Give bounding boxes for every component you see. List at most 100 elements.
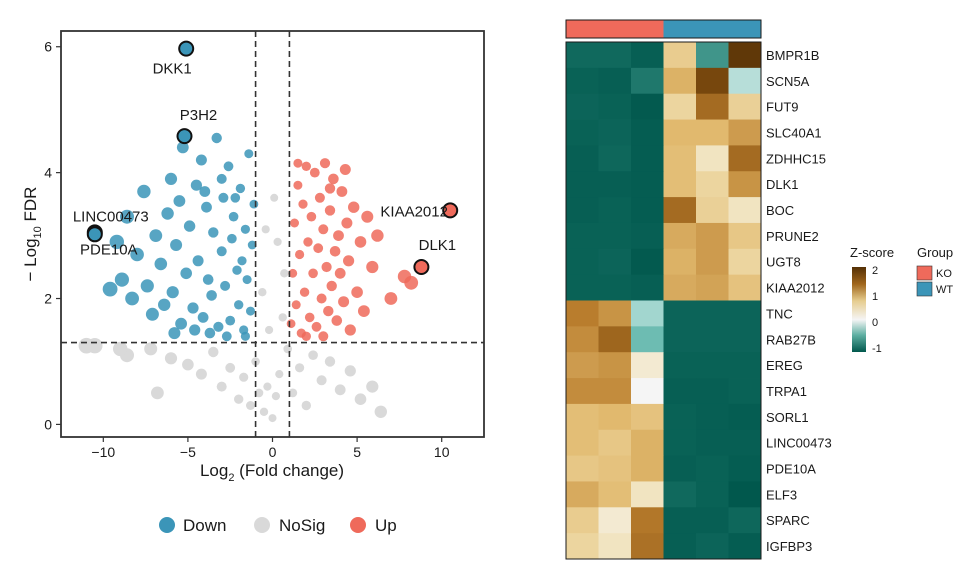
point-down-2 [109, 234, 125, 250]
point-down-56 [204, 327, 216, 339]
cell-fut9-3 [663, 93, 697, 120]
cell-trpa1-0 [566, 378, 599, 405]
point-up-28 [333, 230, 344, 242]
point-up-7 [298, 199, 308, 209]
point-nosig-20 [280, 269, 289, 278]
cell-scn5a-2 [631, 67, 664, 95]
row-label-rab27b: RAB27B [766, 332, 816, 347]
heatmap-cells [566, 42, 762, 560]
cell-slc40a1-5 [728, 119, 762, 146]
cell-scn5a-3 [663, 67, 697, 95]
row-label-fut9: FUT9 [766, 100, 799, 115]
point-up-10 [303, 237, 313, 247]
cell-ugt8-3 [663, 248, 697, 276]
point-nosig-6 [208, 346, 219, 358]
cell-scn5a-1 [598, 67, 632, 95]
cell-sparc-2 [631, 507, 664, 534]
legend-down-label: Down [183, 516, 226, 535]
point-down-52 [199, 186, 211, 197]
point-nosig-36 [366, 380, 379, 393]
point-up-36 [351, 286, 363, 299]
cell-linc00473-0 [566, 429, 599, 456]
y-tick-label-4: 4 [44, 165, 52, 181]
gene-label-linc00473: LINC00473 [73, 208, 149, 225]
point-up-42 [384, 292, 398, 305]
row-label-trpa1: TRPA1 [766, 384, 807, 399]
point-nosig-28 [295, 363, 305, 373]
cell-fut9-0 [566, 93, 599, 120]
group-legend-ko-swatch [916, 265, 933, 281]
cell-dlk1-1 [598, 171, 632, 198]
point-down-57 [221, 331, 232, 342]
zscore-legend-title: Z-score [850, 245, 894, 260]
point-down-21 [183, 220, 196, 232]
point-up-27 [331, 315, 343, 326]
point-up-44 [404, 275, 419, 290]
point-down-28 [202, 274, 214, 285]
point-down-12 [158, 298, 171, 311]
point-up-26 [329, 246, 341, 257]
cell-prune2-0 [566, 222, 599, 250]
cell-bmpr1b-1 [598, 42, 632, 69]
point-nosig-38 [151, 386, 164, 400]
cell-boc-0 [566, 197, 599, 224]
cell-igfbp3-2 [631, 533, 664, 560]
point-up-34 [344, 324, 356, 336]
point-nosig-10 [239, 372, 249, 382]
point-up-47 [293, 158, 303, 168]
row-label-igfbp3: IGFBP3 [766, 539, 812, 554]
point-up-4 [293, 180, 303, 190]
point-up-2 [290, 218, 299, 228]
point-down-53 [216, 173, 227, 184]
point-up-48 [339, 164, 351, 175]
point-nosig-32 [324, 356, 336, 367]
point-down-55 [240, 331, 250, 341]
point-up-17 [314, 192, 325, 203]
point-nosig-11 [246, 401, 255, 410]
cell-elf3-4 [696, 481, 729, 508]
legend-up-marker [350, 517, 366, 533]
cell-trpa1-5 [728, 378, 762, 405]
cell-tnc-5 [728, 300, 762, 327]
cell-slc40a1-0 [566, 119, 599, 146]
point-up-13 [308, 268, 318, 279]
cell-linc00473-2 [631, 429, 664, 456]
point-down-54 [230, 193, 241, 203]
point-down-3 [114, 272, 129, 287]
point-down-11 [154, 257, 168, 271]
point-up-49 [324, 183, 336, 194]
point-up-0 [286, 319, 296, 329]
point-down-33 [216, 246, 227, 257]
point-up-35 [348, 201, 360, 213]
cell-kiaa2012-2 [631, 274, 664, 301]
point-nosig-15 [263, 382, 272, 391]
x-tick-label-10: 10 [434, 444, 450, 460]
cell-linc00473-4 [696, 429, 729, 456]
cell-trpa1-3 [663, 378, 697, 405]
cell-sparc-3 [663, 507, 697, 534]
point-up-29 [334, 267, 346, 279]
legend-up-label: Up [375, 516, 397, 535]
cell-fut9-2 [631, 93, 664, 120]
cell-zdhhc15-3 [663, 145, 697, 172]
highlight-point-p3h2 [176, 128, 193, 145]
cell-ereg-3 [663, 352, 697, 379]
point-down-30 [208, 227, 219, 238]
point-up-46 [318, 331, 329, 342]
point-up-45 [301, 331, 311, 341]
point-nosig-27 [288, 388, 298, 398]
point-nosig-37 [374, 405, 387, 418]
x-axis-label: Log2 (Fold change) [200, 461, 344, 484]
point-up-37 [354, 236, 367, 248]
cell-boc-1 [598, 197, 632, 224]
heatmap-border [565, 41, 762, 560]
point-down-23 [190, 179, 202, 191]
cell-rab27b-3 [663, 326, 697, 353]
x-axis-ticks: −10 −5 0 5 10 [91, 437, 450, 460]
cell-prune2-5 [728, 222, 762, 250]
cell-slc40a1-4 [696, 119, 729, 146]
legend-nosig-label: NoSig [279, 516, 325, 535]
cell-trpa1-1 [598, 378, 632, 405]
point-down-17 [175, 317, 188, 330]
